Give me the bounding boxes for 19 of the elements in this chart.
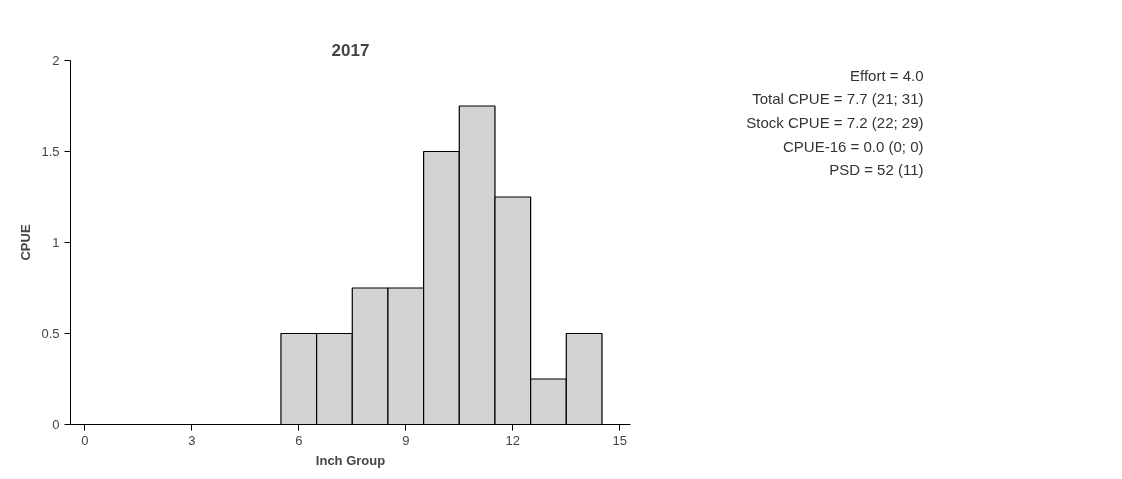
text: Total CPUE = 7.7 (21; 31) [752,90,924,108]
y-tick-label: 0.5 [41,326,60,341]
x-axis-title: Inch Group [315,452,386,468]
y-tick-label: 1 [52,235,60,250]
y-tick-label: 0 [52,417,60,432]
x-tick-label: 9 [402,432,410,448]
text: PSD = 52 (11) [829,161,924,179]
y-tick-label: 2 [52,53,60,68]
text: Stock CPUE = 7.2 (22; 29) [746,113,924,131]
x-tick-label: 12 [505,432,521,448]
x-tick-label: 15 [612,432,628,448]
x-tick-label: 6 [295,432,303,448]
text: CPUE-16 = 0.0 (0; 0) [783,137,924,155]
y-tick-label: 1.5 [41,144,60,159]
text: Effort = 4.0 [849,66,924,84]
y-axis-title: CPUE [18,224,34,261]
x-tick-label: 0 [81,432,89,448]
x-tick-label: 3 [188,432,196,448]
chart-title: 2017 [331,40,370,60]
